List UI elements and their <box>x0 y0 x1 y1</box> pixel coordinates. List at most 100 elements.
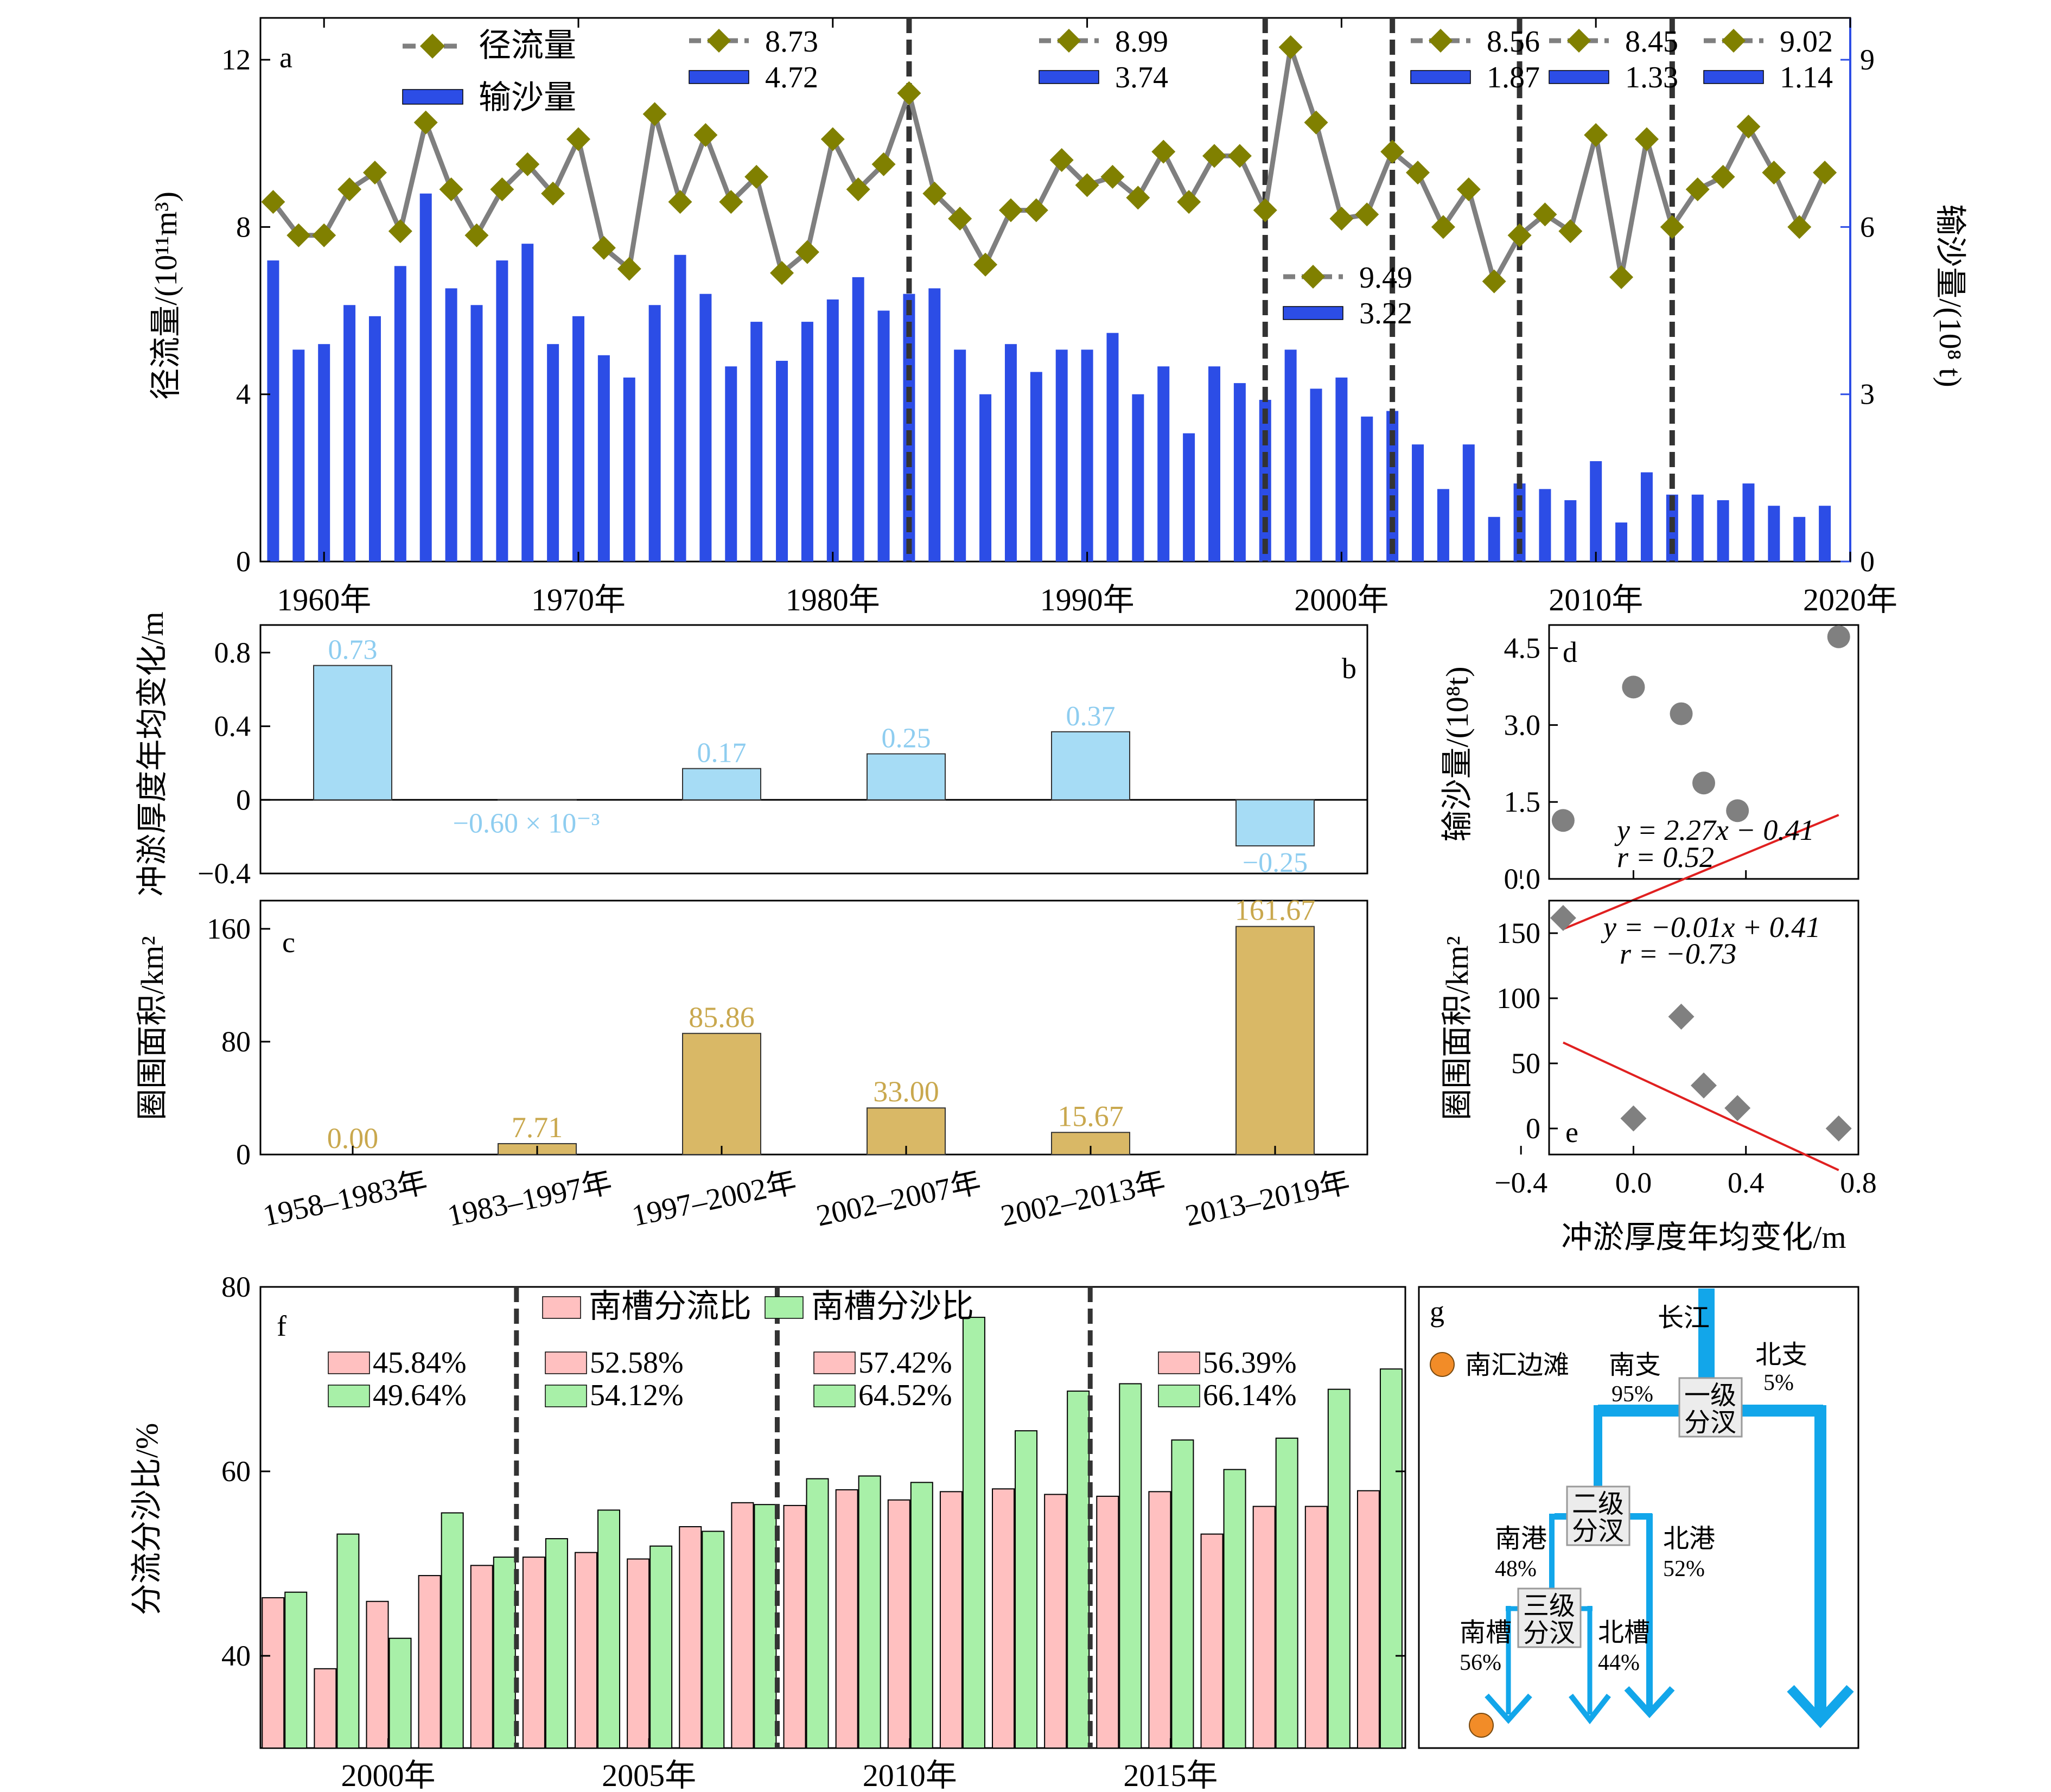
c-y-tick-label: 0 <box>236 1138 251 1171</box>
legend-flow-ratio-label: 南槽分流比 <box>589 1289 751 1324</box>
y-right-axis-label: 输沙量/(10⁸ t) <box>1933 204 1968 387</box>
erosion-value-label: −0.60 × 10⁻³ <box>453 808 600 839</box>
flow-ratio-bar <box>1252 1506 1276 1749</box>
e-point <box>1668 1003 1695 1030</box>
sediment-bar <box>470 305 483 562</box>
period-box-marker <box>1722 29 1746 53</box>
panel-b-frame <box>259 624 1368 875</box>
runoff-marker <box>1151 139 1176 164</box>
sediment-bar <box>1437 489 1449 562</box>
sediment-ratio-bar <box>597 1509 621 1749</box>
flow-ratio-bar <box>1096 1495 1119 1749</box>
runoff-marker <box>1660 215 1684 239</box>
panel-f-frame <box>259 1286 1406 1749</box>
panel-a-runoff-sediment: 0 4 8 12 0 3 6 9 1960年 1970年 1980年 1990年 2000年 2010年 2… <box>148 17 1968 617</box>
legend-flow-ratio: 南槽分流比 <box>542 1289 751 1324</box>
runoff-marker <box>1100 164 1125 189</box>
sediment-bar <box>1462 444 1475 562</box>
e-y-tick-label: 100 <box>1496 982 1540 1015</box>
f-x-tick-label: 2005年 <box>602 1758 696 1792</box>
runoff-markers <box>261 35 1837 294</box>
panel-d-ticks: 0.0 1.5 3.0 4.5 <box>1504 632 1859 895</box>
e-point <box>1691 1072 1717 1099</box>
south-branch-label: 南支 <box>1609 1351 1661 1380</box>
runoff-marker <box>261 190 285 214</box>
level2-text-b: 分汊 <box>1572 1517 1624 1546</box>
area-value-label: 33.00 <box>873 1075 939 1108</box>
x-tick-label: 1970年 <box>531 582 626 617</box>
x-tick-label: 2010年 <box>1549 582 1643 617</box>
f-period-sediment: 54.12% <box>590 1379 684 1412</box>
period-box: 8.993.74 <box>1039 25 1168 94</box>
flow-ratio-bar <box>470 1565 493 1749</box>
sediment-ratio-bar <box>284 1591 308 1749</box>
panel-b-erosion-deposition: 0.73−0.60 × 10⁻³0.17 0.250.37−0.25 −0.400… <box>135 611 1368 897</box>
sediment-bar <box>1564 500 1577 562</box>
sediment-ratio-bar <box>1067 1391 1090 1749</box>
period-mean-boxes: 8.734.728.993.748.561.878.451.339.021.14… <box>689 25 1833 330</box>
e-point <box>1620 1105 1647 1132</box>
y-left-tick-label: 8 <box>236 211 251 243</box>
panel-d-equation: y = 2.27x − 0.41 <box>1614 814 1814 846</box>
sediment-bar <box>572 316 584 562</box>
sediment-bar <box>1055 349 1068 562</box>
runoff-marker <box>1558 219 1583 244</box>
sediment-bar <box>267 260 279 562</box>
sediment-ratio-bar <box>545 1538 568 1749</box>
d-point <box>1726 799 1749 822</box>
panel-b-y-label: 冲淤厚度年均变化/m <box>135 611 170 896</box>
y-left-tick-label: 4 <box>236 378 251 411</box>
sediment-ratio-bar <box>1379 1368 1403 1749</box>
category-label: 1958–1983年 <box>260 1165 430 1233</box>
area-value-label: 15.67 <box>1058 1100 1124 1132</box>
period-box: 8.734.72 <box>689 25 818 94</box>
runoff-marker <box>1609 265 1634 289</box>
x-tick-label: 1980年 <box>786 582 880 617</box>
north-channel-pct: 44% <box>1598 1650 1640 1675</box>
e-x-tick-label: 0.4 <box>1728 1166 1765 1199</box>
south-branch-pct: 95% <box>1612 1382 1653 1407</box>
period-break-lines <box>906 18 1675 562</box>
sediment-bar <box>750 322 763 562</box>
runoff-marker <box>1533 202 1557 227</box>
sediment-bar <box>368 316 381 562</box>
sediment-bar <box>1030 372 1042 562</box>
x-tick-label: 2000年 <box>1294 582 1388 617</box>
f-x-tick-label: 2000年 <box>341 1758 436 1792</box>
x-tick-label: 1960年 <box>277 582 371 617</box>
f-period-flow-swatch <box>1158 1351 1200 1374</box>
sediment-ratio-bar <box>1119 1383 1142 1749</box>
period-box: 9.021.14 <box>1703 25 1833 94</box>
runoff-marker <box>973 252 998 277</box>
flow-ratio-bar <box>366 1600 389 1749</box>
panel-d-r: r = 0.52 <box>1617 841 1714 873</box>
flow-ratio-bar <box>627 1558 650 1749</box>
e-x-tick-label: 0.8 <box>1840 1166 1877 1199</box>
runoff-marker <box>1736 114 1761 139</box>
flow-ratio-bar <box>418 1575 441 1749</box>
runoff-marker <box>1762 161 1786 185</box>
category-label: 2002–2007年 <box>813 1165 984 1233</box>
sediment-bar <box>1208 366 1220 562</box>
sediment-bar <box>1793 516 1806 562</box>
runoff-marker <box>998 198 1023 222</box>
f-period-sediment-swatch <box>545 1385 587 1407</box>
sediment-bar <box>292 349 305 562</box>
ratio-bars <box>262 1317 1403 1749</box>
runoff-marker <box>464 223 489 247</box>
runoff-marker <box>1482 269 1506 294</box>
erosion-value-label: 0.73 <box>328 635 378 666</box>
flow-ratio-bar <box>1356 1490 1380 1749</box>
sediment-bar <box>1081 349 1093 562</box>
level1-text-a: 一级 <box>1684 1381 1736 1410</box>
sediment-ratio-bar <box>702 1530 725 1749</box>
y-left-tick-label: 0 <box>236 545 251 578</box>
e-x-tick-label: −0.4 <box>1494 1166 1547 1199</box>
panel-e-ticks: 0 50 100 150 −0.4 0.0 0.4 0.8 <box>1494 917 1877 1199</box>
runoff-marker <box>1278 35 1303 59</box>
panel-c-y-label: 圈围面积/km² <box>135 936 170 1120</box>
legend-sediment-ratio-label: 南槽分沙比 <box>811 1289 974 1324</box>
legend-runoff: 径流量 <box>403 28 576 63</box>
erosion-bar <box>1051 731 1130 801</box>
